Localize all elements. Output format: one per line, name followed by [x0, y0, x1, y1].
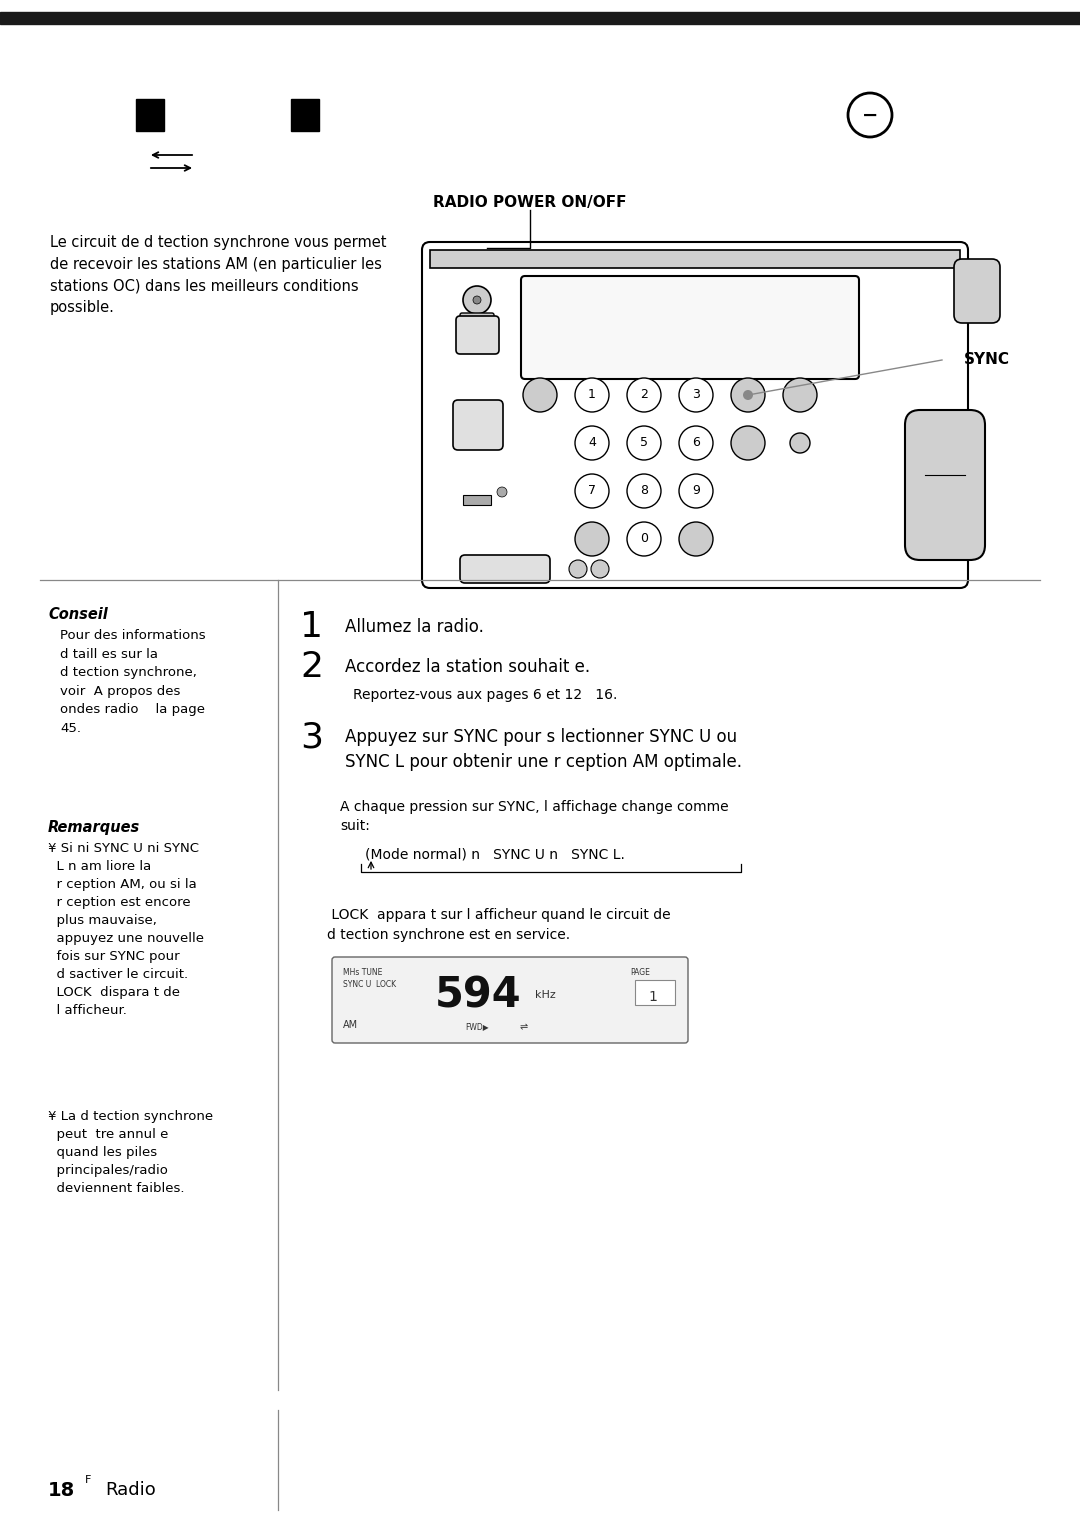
Text: kHz: kHz [535, 990, 556, 1000]
Text: Remarques: Remarques [48, 820, 140, 835]
Text: −: − [862, 106, 878, 124]
Circle shape [575, 426, 609, 460]
Text: Conseil: Conseil [48, 607, 108, 622]
Circle shape [627, 474, 661, 507]
Text: 7: 7 [588, 484, 596, 498]
Text: (Mode normal) n   SYNC U n   SYNC L.: (Mode normal) n SYNC U n SYNC L. [365, 848, 625, 862]
Text: A chaque pression sur SYNC, l affichage change comme
suit:: A chaque pression sur SYNC, l affichage … [340, 800, 729, 834]
Text: 1: 1 [300, 610, 323, 644]
Text: ⇌: ⇌ [519, 1023, 528, 1032]
Circle shape [627, 426, 661, 460]
Text: 5: 5 [640, 437, 648, 449]
Text: 4: 4 [589, 437, 596, 449]
FancyBboxPatch shape [954, 259, 1000, 323]
Circle shape [523, 379, 557, 412]
Circle shape [679, 426, 713, 460]
Text: Appuyez sur SYNC pour s lectionner SYNC U ou
SYNC L pour obtenir une r ception A: Appuyez sur SYNC pour s lectionner SYNC … [345, 728, 742, 771]
Circle shape [627, 379, 661, 412]
Text: PAGE: PAGE [630, 967, 650, 977]
Text: Reportez-vous aux pages 6 et 12   16.: Reportez-vous aux pages 6 et 12 16. [353, 688, 618, 702]
Text: Le circuit de d tection synchrone vous permet
de recevoir les stations AM (en pa: Le circuit de d tection synchrone vous p… [50, 235, 387, 314]
Text: 6: 6 [692, 437, 700, 449]
Bar [136, 100, 164, 130]
Text: 594: 594 [435, 973, 522, 1016]
FancyBboxPatch shape [456, 316, 499, 354]
Text: 1: 1 [589, 388, 596, 402]
FancyBboxPatch shape [332, 957, 688, 1042]
Text: 8: 8 [640, 484, 648, 498]
Text: LOCK  appara t sur l afficheur quand le circuit de
d tection synchrone est en se: LOCK appara t sur l afficheur quand le c… [327, 908, 671, 941]
FancyBboxPatch shape [422, 242, 968, 589]
Text: 1: 1 [649, 990, 658, 1004]
Text: 3: 3 [300, 721, 323, 754]
Text: MHs TUNE: MHs TUNE [343, 967, 382, 977]
Text: Allumez la radio.: Allumez la radio. [345, 618, 484, 636]
Circle shape [497, 487, 507, 497]
Circle shape [575, 379, 609, 412]
Text: 0: 0 [640, 532, 648, 546]
Circle shape [591, 560, 609, 578]
Circle shape [575, 474, 609, 507]
Circle shape [679, 379, 713, 412]
Circle shape [783, 379, 816, 412]
Bar [0, 12, 1080, 25]
FancyBboxPatch shape [460, 555, 550, 583]
Text: 9: 9 [692, 484, 700, 498]
Text: 2: 2 [300, 650, 323, 684]
Text: 2: 2 [640, 388, 648, 402]
Circle shape [789, 432, 810, 452]
FancyBboxPatch shape [453, 400, 503, 451]
Text: FWD▶: FWD▶ [465, 1023, 488, 1032]
Text: Radio: Radio [105, 1481, 156, 1499]
FancyBboxPatch shape [521, 276, 859, 379]
Circle shape [463, 287, 491, 314]
Circle shape [569, 560, 588, 578]
Text: Accordez la station souhait e.: Accordez la station souhait e. [345, 658, 590, 676]
FancyBboxPatch shape [905, 409, 985, 560]
Bar [430, 250, 960, 268]
Bar [291, 100, 319, 130]
Circle shape [731, 426, 765, 460]
Text: SYNC: SYNC [964, 353, 1010, 368]
Bar [463, 495, 491, 504]
Text: F: F [85, 1475, 92, 1485]
Text: RADIO POWER ON/OFF: RADIO POWER ON/OFF [433, 195, 626, 210]
Circle shape [473, 296, 481, 304]
Circle shape [575, 523, 609, 556]
Text: Pour des informations
d taill es sur la
d tection synchrone,
voir  A propos des
: Pour des informations d taill es sur la … [60, 629, 205, 734]
Text: SYNC U  LOCK: SYNC U LOCK [343, 980, 396, 989]
Text: 18: 18 [48, 1481, 76, 1499]
FancyBboxPatch shape [460, 313, 494, 327]
Circle shape [679, 523, 713, 556]
Circle shape [731, 379, 765, 412]
Bar [635, 980, 675, 1006]
Circle shape [679, 474, 713, 507]
Text: AM: AM [343, 1019, 359, 1030]
Text: 3: 3 [692, 388, 700, 402]
Text: ¥ La d tection synchrone
  peut  tre annul e
  quand les piles
  principales/rad: ¥ La d tection synchrone peut tre annul … [48, 1110, 213, 1196]
Text: ¥ Si ni SYNC U ni SYNC
  L n am liore la
  r ception AM, ou si la
  r ception es: ¥ Si ni SYNC U ni SYNC L n am liore la r… [48, 842, 204, 1016]
Circle shape [627, 523, 661, 556]
Circle shape [743, 389, 753, 400]
